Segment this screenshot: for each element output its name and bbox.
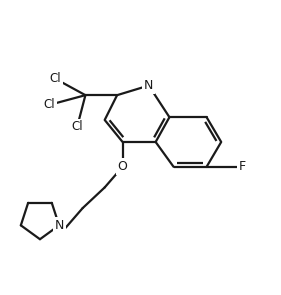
Text: N: N bbox=[144, 79, 153, 92]
Text: Cl: Cl bbox=[71, 120, 83, 133]
Text: Cl: Cl bbox=[49, 72, 61, 85]
Text: O: O bbox=[118, 160, 128, 173]
Text: N: N bbox=[55, 219, 64, 232]
Text: F: F bbox=[239, 160, 246, 173]
Text: Cl: Cl bbox=[44, 98, 55, 111]
